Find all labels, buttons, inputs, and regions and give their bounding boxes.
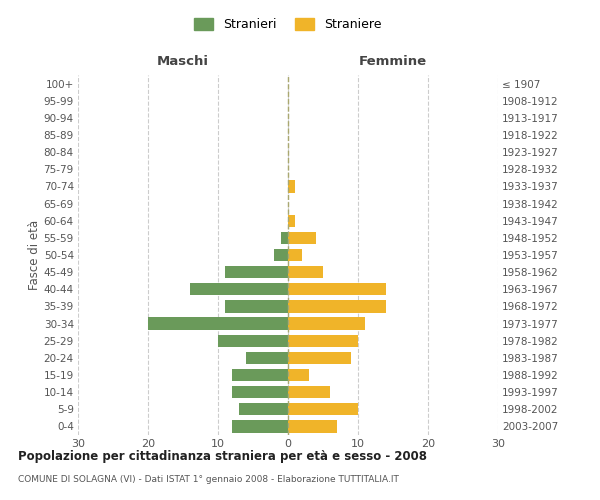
Text: Popolazione per cittadinanza straniera per età e sesso - 2008: Popolazione per cittadinanza straniera p… bbox=[18, 450, 427, 463]
Bar bbox=[288, 352, 351, 364]
Bar bbox=[232, 369, 288, 381]
Bar bbox=[288, 283, 386, 296]
Bar bbox=[288, 249, 302, 261]
Bar bbox=[288, 232, 316, 244]
Bar bbox=[288, 369, 309, 381]
Bar bbox=[288, 180, 295, 192]
Bar bbox=[232, 420, 288, 432]
Bar bbox=[225, 266, 288, 278]
Bar bbox=[288, 318, 365, 330]
Text: COMUNE DI SOLAGNA (VI) - Dati ISTAT 1° gennaio 2008 - Elaborazione TUTTITALIA.IT: COMUNE DI SOLAGNA (VI) - Dati ISTAT 1° g… bbox=[18, 475, 399, 484]
Bar bbox=[225, 300, 288, 312]
Bar bbox=[148, 318, 288, 330]
Bar bbox=[288, 403, 358, 415]
Bar bbox=[239, 403, 288, 415]
Text: Maschi: Maschi bbox=[157, 55, 209, 68]
Bar bbox=[232, 386, 288, 398]
Bar bbox=[274, 249, 288, 261]
Bar bbox=[288, 300, 386, 312]
Bar bbox=[288, 334, 358, 347]
Bar bbox=[288, 214, 295, 227]
Bar bbox=[246, 352, 288, 364]
Bar bbox=[288, 266, 323, 278]
Bar bbox=[281, 232, 288, 244]
Bar bbox=[288, 420, 337, 432]
Y-axis label: Fasce di età: Fasce di età bbox=[28, 220, 41, 290]
Text: Femmine: Femmine bbox=[359, 55, 427, 68]
Legend: Stranieri, Straniere: Stranieri, Straniere bbox=[190, 14, 386, 36]
Bar bbox=[288, 386, 330, 398]
Bar bbox=[190, 283, 288, 296]
Bar bbox=[218, 334, 288, 347]
